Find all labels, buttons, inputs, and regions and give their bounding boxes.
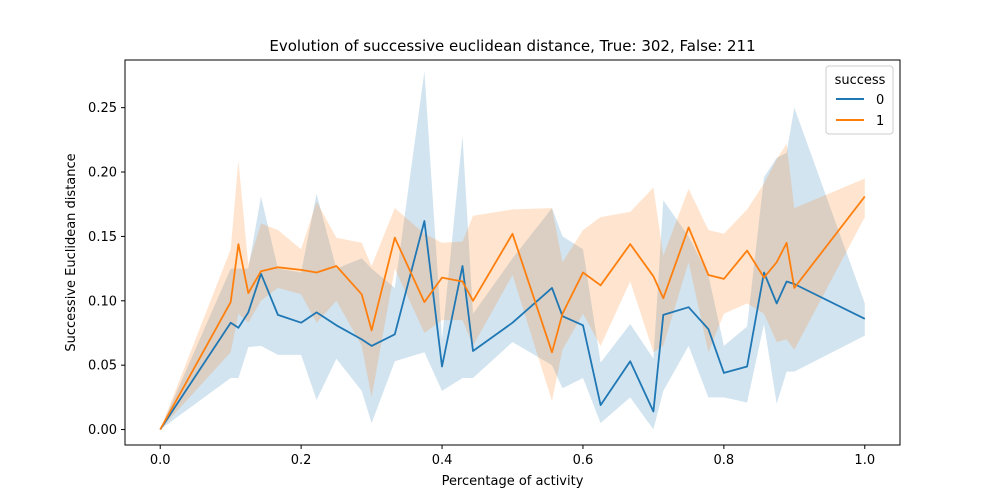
y-tick-label: 0.25 <box>88 101 117 116</box>
chart-title: Evolution of successive euclidean distan… <box>269 37 755 55</box>
x-axis-label: Percentage of activity <box>442 474 584 489</box>
y-axis: 0.00 0.05 0.10 0.15 0.20 0.25 <box>88 101 125 438</box>
legend-label-0: 0 <box>876 93 884 108</box>
y-tick-label: 0.15 <box>88 230 117 245</box>
x-tick-label: 1.0 <box>854 453 875 468</box>
x-axis: 0.0 0.2 0.4 0.6 0.8 1.0 <box>150 445 875 468</box>
confidence-band-0 <box>160 71 865 430</box>
series-line-1 <box>159 195 866 430</box>
y-tick-label: 0.10 <box>88 294 117 309</box>
series-line-0 <box>159 220 866 430</box>
confidence-band-1 <box>160 143 865 430</box>
legend-label-1: 1 <box>876 114 884 129</box>
confidence-bands <box>160 71 865 430</box>
x-tick-label: 0.0 <box>150 453 171 468</box>
x-tick-label: 0.8 <box>714 453 735 468</box>
y-tick-label: 0.00 <box>88 423 117 438</box>
legend-title: success <box>835 73 886 88</box>
x-tick-label: 0.2 <box>291 453 312 468</box>
y-axis-label: Successive Euclidean distance <box>64 153 79 351</box>
legend: success 0 1 <box>825 65 894 135</box>
series-lines <box>159 195 866 430</box>
x-tick-label: 0.6 <box>573 453 594 468</box>
x-tick-label: 0.4 <box>432 453 453 468</box>
y-tick-label: 0.05 <box>88 359 117 374</box>
y-tick-label: 0.20 <box>88 166 117 181</box>
plot-frame <box>124 59 901 446</box>
